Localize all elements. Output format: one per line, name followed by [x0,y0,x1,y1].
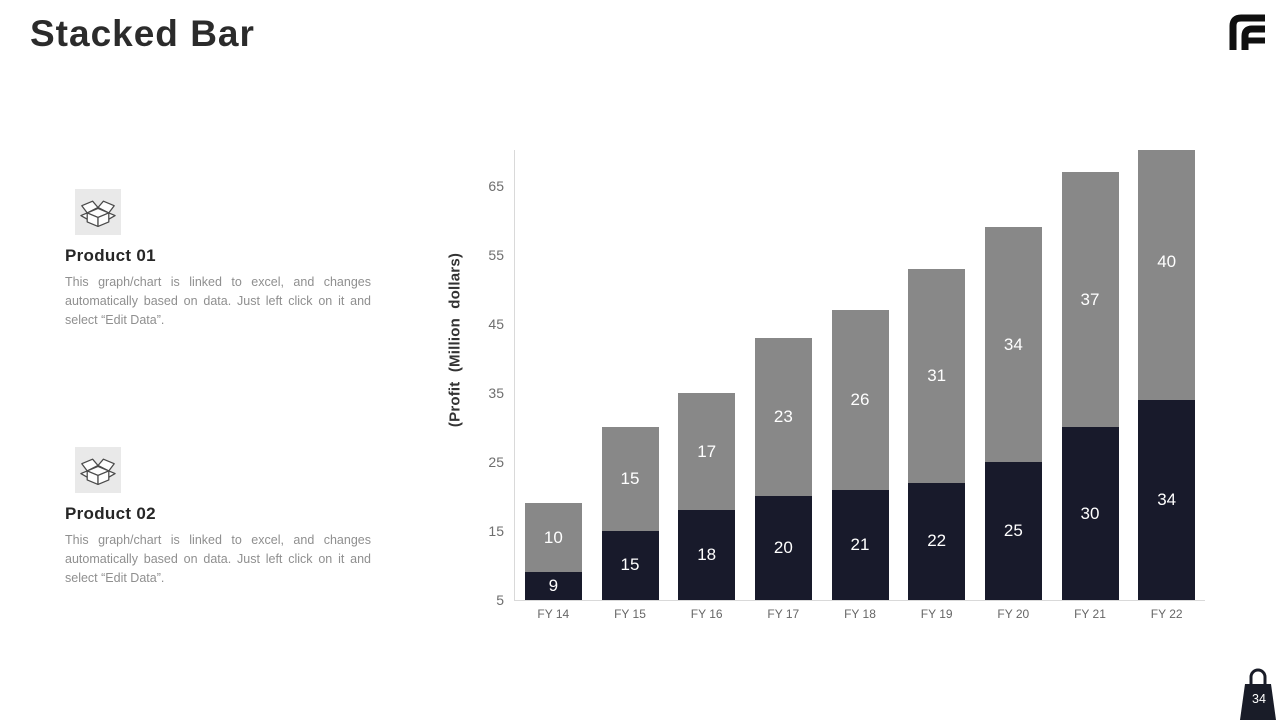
bar-segment-gray[interactable] [831,310,889,490]
page-number-bag-icon [1238,664,1278,720]
bar-value-label: 18 [697,545,717,565]
bar-value-label: 15 [620,555,640,575]
x-axis-label: FY 22 [1150,607,1183,621]
bar-value-label: 30 [1080,503,1100,523]
product-01-block: Product 01 This graph/chart is linked to… [65,189,371,330]
bar-segment-dark[interactable] [1138,399,1196,600]
bar-segment-dark[interactable] [601,530,659,600]
bar-value-label: 10 [543,527,563,547]
bar-value-label: 34 [1157,489,1177,509]
page-number: 34 [1252,692,1266,706]
x-axis-line [514,600,1205,601]
x-axis-label: FY 16 [690,607,723,621]
y-tick-label: 35 [488,384,504,401]
slide-title: Stacked Bar [30,13,255,54]
product-02-description: This graph/chart is linked to excel, and… [65,533,371,585]
product-02-heading: Product 02 [65,504,156,523]
y-axis-title: (Profit (Million dollars) [446,252,464,428]
bar-segment-gray[interactable] [1061,172,1119,428]
bar-value-label: 22 [927,531,947,551]
bar-value-label: 26 [850,389,870,409]
bar-value-label: 20 [773,538,793,558]
product-01-description: This graph/chart is linked to excel, and… [65,275,371,327]
bar-segment-gray[interactable] [678,392,736,511]
bar-value-label: 40 [1157,251,1177,271]
bar-segment-dark[interactable] [908,482,966,600]
y-axis-line [514,150,515,601]
bar-value-label: 15 [620,469,640,489]
bar-value-label: 31 [927,365,947,385]
x-axis-label: FY 19 [920,607,953,621]
bar-segment-gray[interactable] [601,427,659,531]
bar-value-label: 17 [697,441,717,461]
y-tick-label: 65 [488,177,504,194]
product-01-heading: Product 01 [65,246,156,265]
bar-value-label: 37 [1080,289,1100,309]
bar-segment-dark[interactable] [1061,427,1119,600]
x-axis-label: FY 17 [767,607,800,621]
y-tick-label: 45 [488,315,504,332]
bar-segment-dark[interactable] [678,510,736,600]
bar-segment-gray[interactable] [524,503,582,573]
bar-segment-gray[interactable] [908,268,966,483]
bar-segment-gray[interactable] [984,227,1042,462]
bar-value-label: 23 [773,407,793,427]
bar-segment-dark[interactable] [984,461,1042,600]
bar-value-label: 25 [1003,520,1023,540]
bar-segment-dark[interactable] [754,496,812,600]
bar-segment-gray[interactable] [754,337,812,497]
ff-monogram-svg [1229,14,1265,50]
x-axis-label: FY 14 [537,607,570,621]
open-box-icon [75,189,121,235]
x-axis-label: FY 20 [997,607,1030,621]
open-box-icon [75,447,121,493]
bar-value-label: 34 [1003,334,1023,354]
y-tick-label: 25 [488,453,504,470]
ff-logo-icon [1227,12,1267,52]
bar-value-label: 21 [850,534,870,554]
x-axis-label: FY 18 [844,607,876,621]
x-axis-label: FY 21 [1074,607,1106,621]
bar-value-label: 9 [548,576,559,596]
y-tick-label: 55 [488,246,504,263]
y-tick-label: 5 [496,592,504,608]
y-tick-label: 15 [488,522,504,539]
bar-segment-dark[interactable] [831,489,889,600]
product-02-block: Product 02 This graph/chart is linked to… [65,447,371,588]
bar-segment-gray[interactable] [1138,150,1196,400]
bar-segment-dark[interactable] [524,572,582,600]
x-axis-label: FY 15 [614,607,646,621]
